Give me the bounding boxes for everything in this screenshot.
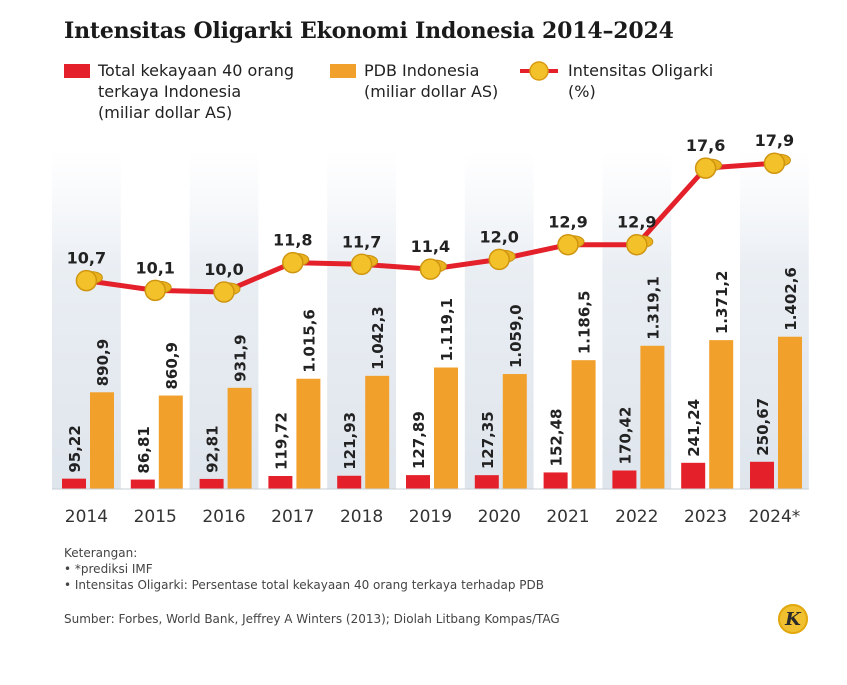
data-label-wealth: 86,81 <box>135 426 153 473</box>
x-tick-label: 2020 <box>478 507 521 527</box>
x-tick-label: 2021 <box>546 507 589 527</box>
data-label-intensity: 11,4 <box>411 237 450 256</box>
bar-gdp <box>158 395 183 489</box>
legend-label-intensity: Intensitas Oligarki (%) <box>568 61 714 101</box>
data-label-wealth: 250,67 <box>754 398 772 456</box>
data-label-wealth: 241,24 <box>685 399 703 457</box>
point-intensity <box>694 157 717 179</box>
x-tick-label: 2023 <box>684 507 727 527</box>
notes-heading: Keterangan: <box>64 546 138 560</box>
data-label-gdp: 1.059,0 <box>507 304 525 368</box>
bar-wealth <box>474 475 499 489</box>
point-intensity <box>75 269 98 292</box>
x-tick-label: 2018 <box>340 507 383 527</box>
bar-gdp <box>227 387 252 489</box>
data-label-wealth: 170,42 <box>616 407 634 465</box>
x-tick-label: 2019 <box>409 507 452 527</box>
data-label-gdp: 860,9 <box>163 342 181 389</box>
notes: Keterangan: • *prediksi IMF • Intensitas… <box>64 545 544 593</box>
notes-item-prediction: • *prediksi IMF <box>64 562 153 576</box>
bar-gdp <box>709 340 734 489</box>
data-label-gdp: 1.015,6 <box>300 309 318 373</box>
bar-gdp <box>365 375 390 489</box>
legend-swatch-intensity <box>520 61 558 81</box>
bar-gdp <box>502 374 527 489</box>
data-label-wealth: 127,89 <box>410 411 428 469</box>
bar-gdp <box>296 378 321 489</box>
data-label-gdp: 1.402,6 <box>782 267 800 331</box>
data-label-intensity: 11,7 <box>342 232 381 251</box>
bar-wealth <box>268 476 293 489</box>
data-label-gdp: 1.042,3 <box>369 306 387 370</box>
bar-wealth <box>750 461 774 489</box>
data-label-intensity: 17,6 <box>686 136 725 155</box>
bar-wealth <box>130 479 155 489</box>
data-label-intensity: 12,9 <box>617 213 656 232</box>
bar-wealth <box>543 472 568 489</box>
data-label-wealth: 92,81 <box>204 425 222 472</box>
data-label-gdp: 1.119,1 <box>438 298 456 362</box>
x-tick-label: 2014 <box>65 507 108 527</box>
point-intensity <box>282 251 304 274</box>
data-label-gdp: 931,9 <box>232 334 250 381</box>
x-tick-label: 2016 <box>202 507 245 527</box>
bar-gdp <box>434 367 458 489</box>
point-intensity <box>557 233 579 256</box>
point-intensity <box>350 253 373 276</box>
data-label-gdp: 1.371,2 <box>713 271 731 335</box>
notes-item-definition: • Intensitas Oligarki: Persentase total … <box>64 578 544 592</box>
bar-wealth <box>612 470 637 489</box>
point-intensity <box>488 248 510 271</box>
legend-label-gdp: PDB Indonesia (miliar dollar AS) <box>364 61 499 101</box>
data-label-wealth: 152,48 <box>548 409 566 467</box>
point-intensity <box>144 279 166 302</box>
data-label-gdp: 1.186,5 <box>576 291 594 355</box>
data-label-intensity: 10,1 <box>135 258 174 277</box>
kompas-logo: K <box>778 604 808 634</box>
bar-gdp <box>90 392 114 489</box>
data-label-wealth: 95,22 <box>66 425 84 472</box>
data-label-intensity: 10,7 <box>67 249 106 268</box>
point-intensity <box>763 152 786 174</box>
chart-plot: 95,22 890,9 2014 86,81 860,9 2015 92,81 931,9 20… <box>52 131 809 527</box>
data-label-intensity: 10,0 <box>204 260 243 279</box>
bar-wealth <box>406 475 430 489</box>
bar-wealth <box>681 462 706 489</box>
source-note: Sumber: Forbes, World Bank, Jeffrey A Wi… <box>64 612 560 626</box>
legend-swatch-gdp <box>330 64 356 78</box>
x-tick-label: 2015 <box>134 507 177 527</box>
bar-wealth <box>199 478 224 489</box>
data-label-gdp: 1.319,1 <box>644 276 662 340</box>
point-intensity <box>213 281 235 303</box>
data-label-wealth: 121,93 <box>341 412 359 470</box>
bar-gdp <box>778 336 802 489</box>
x-tick-label: 2017 <box>271 507 314 527</box>
data-label-wealth: 119,72 <box>272 412 290 470</box>
bar-wealth <box>337 475 362 489</box>
legend-label-wealth: Total kekayaan 40 orang terkaya Indonesi… <box>98 61 294 122</box>
bar-wealth <box>62 478 86 489</box>
data-label-intensity: 17,9 <box>755 131 794 150</box>
point-intensity <box>626 233 648 256</box>
x-tick-label: 2024* <box>749 507 801 527</box>
data-label-intensity: 12,9 <box>548 213 587 232</box>
legend-swatch-wealth <box>64 64 90 78</box>
data-label-intensity: 12,0 <box>479 227 518 246</box>
chart-title: Intensitas Oligarki Ekonomi Indonesia 20… <box>64 18 674 44</box>
point-intensity <box>419 258 442 280</box>
data-label-gdp: 890,9 <box>94 339 112 386</box>
data-label-intensity: 11,8 <box>273 231 312 250</box>
x-tick-label: 2022 <box>615 507 658 527</box>
data-label-wealth: 127,35 <box>479 411 497 469</box>
bar-gdp <box>640 345 665 489</box>
bar-gdp <box>571 360 596 489</box>
